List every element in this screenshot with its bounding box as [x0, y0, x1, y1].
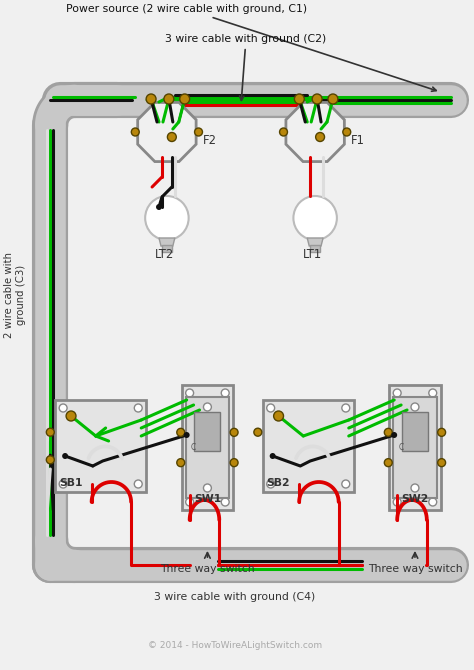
Text: Three way switch: Three way switch: [368, 564, 462, 574]
Text: 3 wire cable with ground (C4): 3 wire cable with ground (C4): [155, 592, 316, 602]
Text: SW1: SW1: [194, 494, 221, 504]
Text: 3 wire cable with ground (C2): 3 wire cable with ground (C2): [165, 34, 327, 100]
Circle shape: [184, 432, 190, 438]
Circle shape: [438, 428, 446, 436]
Text: C: C: [191, 443, 196, 452]
Bar: [55, 400, 146, 492]
Polygon shape: [307, 238, 323, 246]
Polygon shape: [137, 103, 196, 161]
Circle shape: [186, 389, 193, 397]
Circle shape: [221, 389, 229, 397]
Circle shape: [194, 128, 202, 136]
Polygon shape: [286, 103, 344, 161]
Circle shape: [316, 133, 325, 141]
Circle shape: [59, 404, 67, 412]
Circle shape: [221, 498, 229, 506]
Circle shape: [146, 94, 156, 104]
Text: © 2014 - HowToWireALightSwitch.com: © 2014 - HowToWireALightSwitch.com: [148, 641, 322, 650]
Circle shape: [59, 480, 67, 488]
Circle shape: [328, 94, 338, 104]
Circle shape: [46, 428, 54, 436]
Circle shape: [293, 196, 337, 240]
Circle shape: [145, 196, 189, 240]
Polygon shape: [159, 238, 175, 246]
Text: F2: F2: [202, 134, 217, 147]
Circle shape: [438, 459, 446, 466]
Circle shape: [267, 480, 274, 488]
Bar: [393, 397, 437, 498]
Bar: [402, 412, 428, 450]
Circle shape: [254, 428, 262, 436]
Bar: [263, 400, 354, 492]
Circle shape: [384, 428, 392, 436]
Circle shape: [393, 498, 401, 506]
Circle shape: [273, 411, 283, 421]
Circle shape: [343, 128, 351, 136]
Text: F1: F1: [351, 134, 365, 147]
Circle shape: [66, 411, 76, 421]
Circle shape: [203, 484, 211, 492]
Circle shape: [203, 403, 211, 411]
Circle shape: [312, 94, 322, 104]
Text: Power source (2 wire cable with ground, C1): Power source (2 wire cable with ground, …: [66, 4, 436, 91]
Circle shape: [46, 456, 54, 464]
Circle shape: [411, 403, 419, 411]
Bar: [186, 397, 229, 498]
Circle shape: [280, 128, 287, 136]
Bar: [310, 245, 320, 252]
Bar: [389, 385, 441, 510]
Circle shape: [156, 204, 162, 210]
Circle shape: [230, 428, 238, 436]
Circle shape: [134, 404, 142, 412]
Circle shape: [186, 498, 193, 506]
Circle shape: [270, 453, 275, 459]
Text: Three way switch: Three way switch: [160, 564, 255, 574]
Circle shape: [391, 432, 397, 438]
Text: SB2: SB2: [267, 478, 291, 488]
Text: SW2: SW2: [401, 494, 428, 504]
Text: SB1: SB1: [59, 478, 82, 488]
Circle shape: [384, 459, 392, 466]
Circle shape: [342, 404, 350, 412]
Circle shape: [134, 480, 142, 488]
Bar: [162, 245, 172, 252]
Circle shape: [177, 459, 185, 466]
Circle shape: [177, 428, 185, 436]
Circle shape: [180, 94, 190, 104]
Bar: [194, 412, 220, 450]
Bar: [182, 385, 233, 510]
Circle shape: [62, 453, 68, 459]
Text: 2 wire cable with
ground (C3): 2 wire cable with ground (C3): [3, 252, 26, 338]
Circle shape: [393, 389, 401, 397]
Circle shape: [230, 459, 238, 466]
Circle shape: [164, 94, 174, 104]
Text: LT2: LT2: [155, 248, 174, 261]
Circle shape: [294, 94, 304, 104]
Circle shape: [267, 404, 274, 412]
Circle shape: [342, 480, 350, 488]
Circle shape: [131, 128, 139, 136]
Circle shape: [411, 484, 419, 492]
Circle shape: [429, 498, 437, 506]
Circle shape: [167, 133, 176, 141]
Circle shape: [429, 389, 437, 397]
Text: LT1: LT1: [303, 248, 322, 261]
Text: C: C: [398, 443, 403, 452]
